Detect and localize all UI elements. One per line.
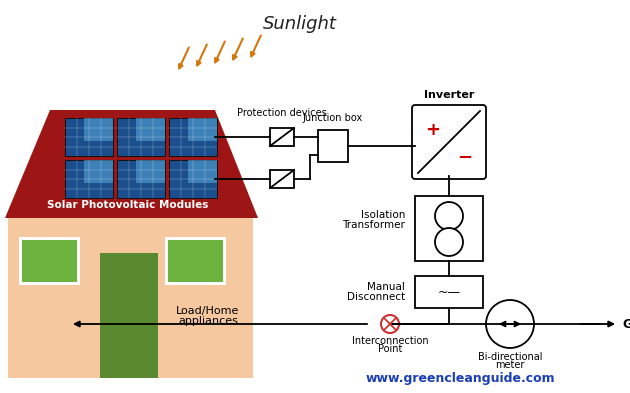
Bar xyxy=(100,253,158,378)
Bar xyxy=(270,170,294,188)
Polygon shape xyxy=(188,118,217,141)
Text: Inverter: Inverter xyxy=(424,90,474,100)
Circle shape xyxy=(435,228,463,256)
Bar xyxy=(19,237,80,285)
Text: Load/Home: Load/Home xyxy=(176,306,239,316)
Polygon shape xyxy=(84,160,113,183)
Text: appliances: appliances xyxy=(178,316,238,326)
Bar xyxy=(22,240,77,282)
Text: www.greencleanguide.com: www.greencleanguide.com xyxy=(365,372,555,385)
Bar xyxy=(65,160,113,198)
Circle shape xyxy=(486,300,534,348)
Text: Manual: Manual xyxy=(367,282,405,292)
Bar xyxy=(165,237,226,285)
Text: Grid: Grid xyxy=(622,318,630,331)
Circle shape xyxy=(381,315,399,333)
Text: Bi-directional: Bi-directional xyxy=(478,352,542,362)
Bar xyxy=(318,130,348,162)
Polygon shape xyxy=(84,118,113,141)
Bar xyxy=(415,276,483,308)
Bar xyxy=(8,215,253,378)
Polygon shape xyxy=(136,160,165,183)
Text: Protection devices: Protection devices xyxy=(237,108,327,118)
Text: Isolation: Isolation xyxy=(360,210,405,220)
Text: Point: Point xyxy=(378,344,402,354)
Text: Solar Photovoltaic Modules: Solar Photovoltaic Modules xyxy=(47,200,209,210)
Polygon shape xyxy=(136,118,165,141)
Text: Interconnection: Interconnection xyxy=(352,336,428,346)
Text: −: − xyxy=(457,149,472,167)
Polygon shape xyxy=(188,160,217,183)
Text: ~—: ~— xyxy=(437,285,461,299)
Bar xyxy=(169,118,217,156)
Text: Sunlight: Sunlight xyxy=(263,15,337,33)
Bar xyxy=(65,118,113,156)
Text: Junction box: Junction box xyxy=(303,113,363,123)
Polygon shape xyxy=(5,110,258,218)
Circle shape xyxy=(435,202,463,230)
Bar xyxy=(270,128,294,146)
Bar xyxy=(415,196,483,261)
Bar xyxy=(168,240,223,282)
Bar xyxy=(117,160,165,198)
Text: +: + xyxy=(425,121,440,139)
Text: Transformer: Transformer xyxy=(342,220,405,230)
Bar xyxy=(117,118,165,156)
Text: Disconnect: Disconnect xyxy=(347,292,405,302)
Bar xyxy=(169,160,217,198)
FancyBboxPatch shape xyxy=(412,105,486,179)
Text: meter: meter xyxy=(495,360,525,370)
